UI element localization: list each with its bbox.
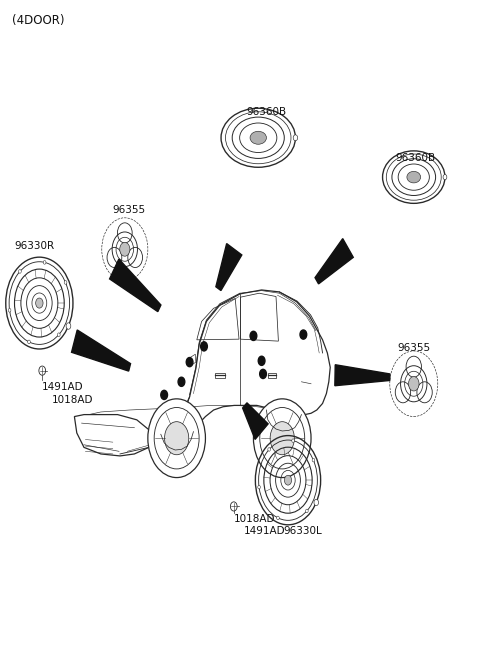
Circle shape xyxy=(260,369,266,379)
Text: 96355: 96355 xyxy=(397,343,431,353)
Circle shape xyxy=(43,260,46,264)
Circle shape xyxy=(148,399,205,478)
Circle shape xyxy=(270,422,294,455)
Text: (4DOOR): (4DOOR) xyxy=(12,14,64,28)
Text: 1018AD: 1018AD xyxy=(52,395,93,405)
Text: 1018AD: 1018AD xyxy=(234,514,276,524)
Circle shape xyxy=(406,356,421,377)
Text: 96360B: 96360B xyxy=(395,153,435,163)
Circle shape xyxy=(250,331,257,340)
Circle shape xyxy=(64,281,67,284)
Circle shape xyxy=(28,340,30,344)
Circle shape xyxy=(312,459,315,462)
Bar xyxy=(268,373,276,378)
Circle shape xyxy=(66,323,71,329)
Circle shape xyxy=(128,247,143,268)
Circle shape xyxy=(306,509,308,513)
Ellipse shape xyxy=(407,171,420,183)
Polygon shape xyxy=(242,403,268,440)
Circle shape xyxy=(201,342,207,351)
Circle shape xyxy=(161,390,168,400)
Ellipse shape xyxy=(250,131,266,144)
Circle shape xyxy=(118,223,132,243)
Circle shape xyxy=(292,439,294,442)
Polygon shape xyxy=(109,259,161,312)
Circle shape xyxy=(58,333,60,337)
Circle shape xyxy=(39,366,46,375)
Polygon shape xyxy=(335,365,390,386)
Circle shape xyxy=(253,399,311,478)
Circle shape xyxy=(165,422,189,455)
Polygon shape xyxy=(72,330,131,371)
Text: 96355: 96355 xyxy=(112,205,145,215)
Circle shape xyxy=(19,270,21,274)
Circle shape xyxy=(258,485,260,489)
Text: 1491AD: 1491AD xyxy=(244,526,286,536)
Polygon shape xyxy=(188,354,196,365)
Circle shape xyxy=(276,516,279,520)
Circle shape xyxy=(258,356,265,365)
Circle shape xyxy=(107,247,122,268)
Text: 1491AD: 1491AD xyxy=(42,382,84,392)
Text: 96360B: 96360B xyxy=(246,107,287,117)
Polygon shape xyxy=(216,243,242,291)
Circle shape xyxy=(268,447,270,451)
Circle shape xyxy=(8,308,11,312)
Circle shape xyxy=(230,502,237,511)
Circle shape xyxy=(395,382,410,403)
Circle shape xyxy=(36,298,43,308)
Circle shape xyxy=(408,377,419,391)
Ellipse shape xyxy=(293,135,298,140)
Ellipse shape xyxy=(443,174,447,180)
Circle shape xyxy=(300,330,307,339)
Circle shape xyxy=(314,499,319,506)
Polygon shape xyxy=(315,239,353,284)
Circle shape xyxy=(285,476,291,485)
Circle shape xyxy=(120,242,130,256)
Text: 96330R: 96330R xyxy=(14,241,55,251)
Circle shape xyxy=(186,358,193,367)
Circle shape xyxy=(178,377,185,386)
Circle shape xyxy=(417,382,432,403)
Text: 96330L: 96330L xyxy=(283,526,322,536)
Bar xyxy=(215,373,225,378)
